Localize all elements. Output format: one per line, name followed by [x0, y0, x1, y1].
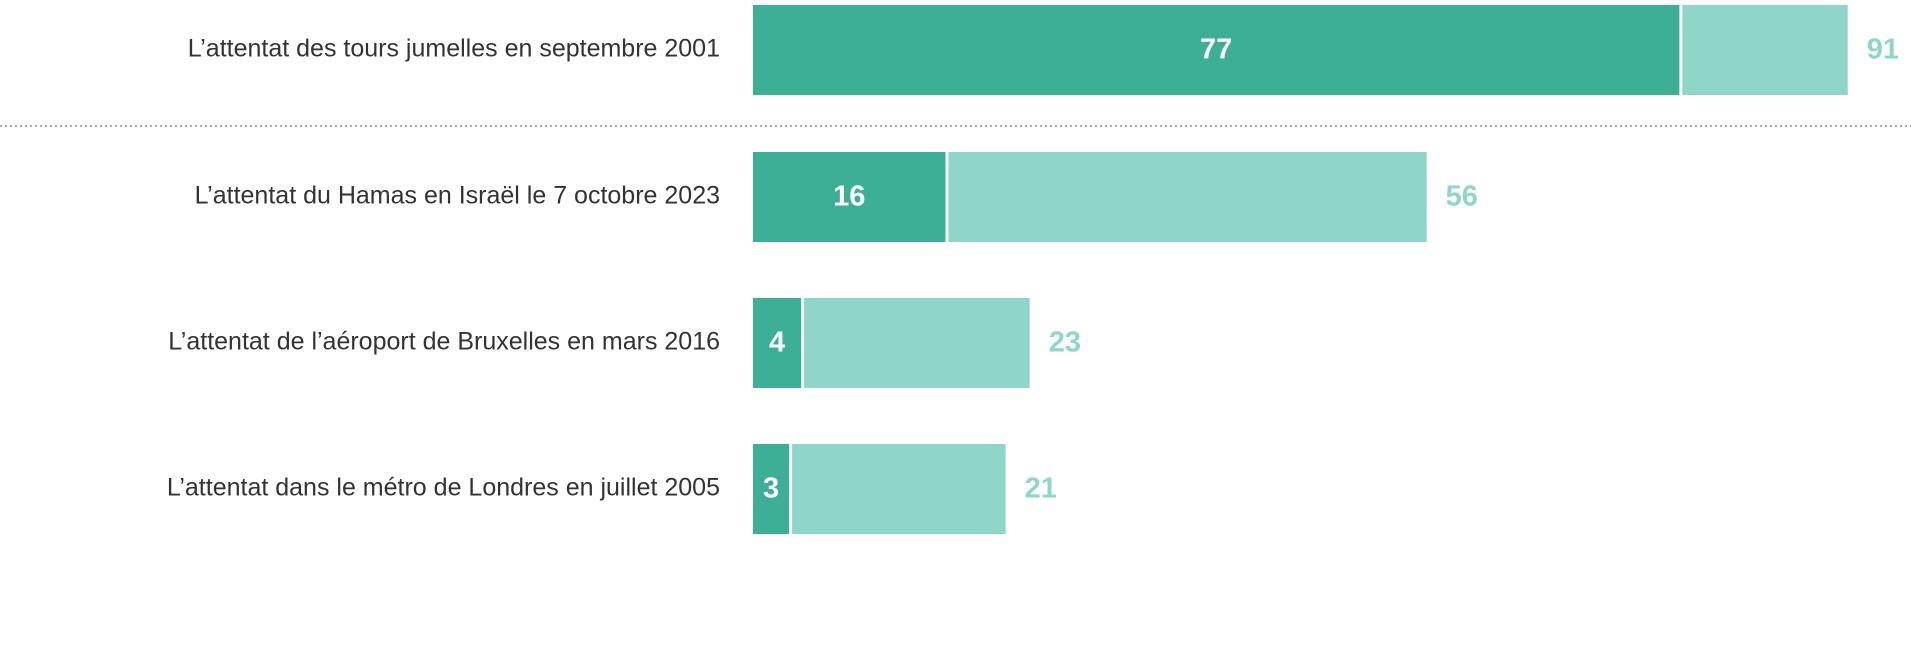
bar-gap [789, 444, 793, 534]
value-label: 21 [1025, 473, 1057, 505]
bar-part [753, 298, 802, 388]
value-label: 56 [1446, 181, 1478, 213]
value-label: 4 [769, 327, 785, 359]
category-label: L’attentat dans le métro de Londres en j… [167, 474, 720, 502]
value-label: 16 [833, 181, 865, 213]
category-label: L’attentat de l’aéroport de Bruxelles en… [168, 328, 720, 356]
bar-gap [801, 298, 805, 388]
category-label: L’attentat du Hamas en Israël le 7 octob… [195, 182, 720, 210]
value-label: 77 [1200, 34, 1232, 66]
value-label: 23 [1049, 327, 1081, 359]
bar-part [753, 152, 946, 242]
value-label: 3 [763, 473, 779, 505]
bar-part [753, 444, 790, 534]
bar-gap [1679, 5, 1683, 95]
bar-part [753, 5, 1680, 95]
category-label: L’attentat des tours jumelles en septemb… [188, 35, 720, 63]
bar-gap [945, 152, 949, 242]
bar-total [753, 444, 1006, 534]
value-label: 91 [1867, 34, 1899, 66]
